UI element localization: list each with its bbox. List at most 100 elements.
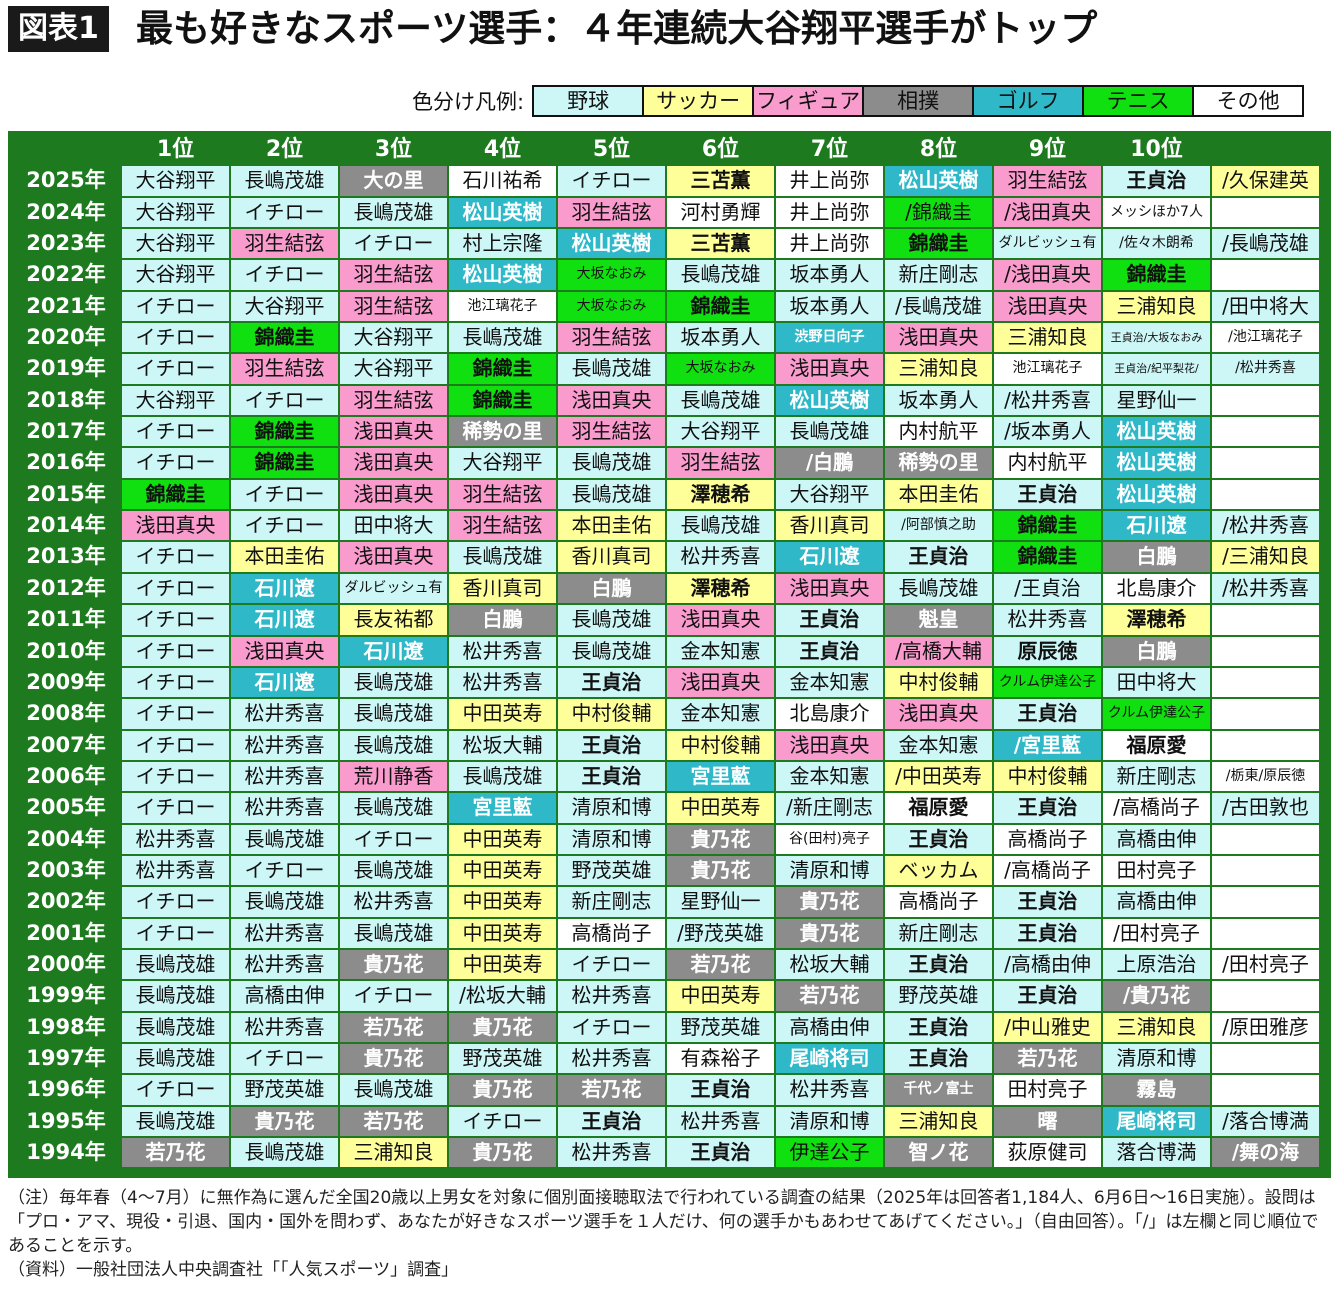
table-cell: 荒川静香 (340, 761, 447, 792)
table-cell: /松井秀喜 (1212, 573, 1319, 604)
column-header: 7位 (776, 135, 883, 165)
year-label: 1998年 (12, 1012, 120, 1042)
table-cell: /舞の海 (1212, 1138, 1319, 1168)
table-cell: 魁皇 (885, 605, 992, 635)
table-cell: イチロー (122, 605, 229, 635)
legend-item-baseball: 野球 (534, 87, 645, 115)
year-label: 2007年 (12, 730, 120, 760)
table-cell: 浅田真央 (558, 385, 665, 416)
table-cell: 坂本勇人 (667, 323, 774, 353)
table-cell: 中村俊輔 (885, 667, 992, 698)
table-cell: 錦織圭 (231, 448, 338, 478)
column-header: 6位 (667, 135, 774, 165)
table-cell: 清原和博 (776, 1106, 883, 1136)
table-cell: 三浦知良 (994, 323, 1101, 353)
table-cell (1212, 417, 1319, 447)
table-cell: イチロー (231, 385, 338, 416)
column-header: 3位 (340, 135, 447, 165)
table-cell: /松井秀喜 (1212, 354, 1319, 384)
table-cell: 大谷翔平 (122, 229, 229, 259)
table-cell: 野茂英雄 (885, 981, 992, 1011)
legend-item-figure: フィギュア (754, 87, 865, 115)
table-cell: 金本知憲 (667, 699, 774, 729)
table-cell: 内村航平 (994, 448, 1101, 478)
table-cell: 松井秀喜 (449, 636, 556, 666)
table-cell: 浅田真央 (667, 667, 774, 698)
table-cell: 坂本勇人 (885, 385, 992, 416)
table-cell: 長嶋茂雄 (340, 730, 447, 760)
table-cell: 長嶋茂雄 (667, 511, 774, 541)
table-cell: 松山英樹 (1103, 479, 1210, 510)
year-label: 2021年 (12, 291, 120, 322)
table-cell: 長嶋茂雄 (340, 855, 447, 886)
table-cell: 大谷翔平 (449, 448, 556, 478)
table-cell: 王貞治 (885, 949, 992, 980)
table-cell: 若乃花 (558, 1075, 665, 1105)
table-cell: 錦織圭 (1103, 260, 1210, 290)
table-cell: 浅田真央 (340, 417, 447, 447)
table-cell: 羽生結弦 (667, 448, 774, 478)
table-cell (1212, 855, 1319, 886)
table-cell: 羽生結弦 (340, 385, 447, 416)
table-cell: 新庄剛志 (885, 260, 992, 290)
table-cell: 浅田真央 (776, 354, 883, 384)
table-cell: 河村勇輝 (667, 197, 774, 228)
table-cell: 福原愛 (1103, 730, 1210, 760)
table-cell: 稀勢の里 (449, 417, 556, 447)
table-cell: 松井秀喜 (340, 887, 447, 917)
table-cell: 三浦知良 (340, 1138, 447, 1168)
table-cell: 長嶋茂雄 (558, 354, 665, 384)
year-label: 2020年 (12, 323, 120, 353)
table-cell: 長嶋茂雄 (231, 1138, 338, 1168)
table-cell: 大坂なおみ (558, 260, 665, 290)
table-cell: 松井秀喜 (667, 542, 774, 572)
table-cell: 貴乃花 (667, 855, 774, 886)
table-cell: 羽生結弦 (994, 166, 1101, 196)
table-cell: 三浦知良 (885, 1106, 992, 1136)
year-label: 2003年 (12, 855, 120, 886)
table-cell: 三浦知良 (1103, 1012, 1210, 1042)
table-cell: 松井秀喜 (122, 855, 229, 886)
table-cell: /池江璃花子 (1212, 323, 1319, 353)
table-cell: 長嶋茂雄 (122, 981, 229, 1011)
table-cell: 羽生結弦 (340, 291, 447, 322)
table-cell: 松井秀喜 (231, 761, 338, 792)
table-cell: 坂本勇人 (776, 291, 883, 322)
table-cell: 羽生結弦 (558, 417, 665, 447)
table-cell: 三浦知良 (885, 354, 992, 384)
footnote: （資料）一般社団法人中央調査社「「人気スポーツ」調査」 (8, 1260, 459, 1280)
table-cell: 若乃花 (122, 1138, 229, 1168)
table-cell: 高橋尚子 (994, 824, 1101, 854)
table-cell: 羽生結弦 (231, 229, 338, 259)
table-cell: イチロー (122, 417, 229, 447)
table-cell: 三苫薫 (667, 166, 774, 196)
table-cell: 三浦知良 (1103, 291, 1210, 322)
table-cell: 長嶋茂雄 (340, 197, 447, 228)
table-cell: 大谷翔平 (122, 385, 229, 416)
table-cell: 王貞治 (994, 981, 1101, 1011)
table-cell: 長嶋茂雄 (231, 824, 338, 854)
table-cell: 松井秀喜 (776, 1075, 883, 1105)
table-cell: 石川遼 (231, 667, 338, 698)
year-label: 1995年 (12, 1106, 120, 1136)
table-cell: クルム伊達公子 (994, 667, 1101, 698)
table-cell: 香川真司 (449, 573, 556, 604)
table-cell: /新庄剛志 (776, 793, 883, 823)
table-cell: 松山英樹 (776, 385, 883, 416)
table-cell: イチロー (122, 918, 229, 948)
table-cell: 王貞治 (885, 824, 992, 854)
table-cell: 王貞治 (558, 667, 665, 698)
table-cell: /長嶋茂雄 (885, 291, 992, 322)
table-cell (1212, 981, 1319, 1011)
table-cell: イチロー (449, 1106, 556, 1136)
table-cell: 松井秀喜 (231, 949, 338, 980)
table-cell: 王貞治 (667, 1138, 774, 1168)
legend-item-soccer: サッカー (644, 87, 755, 115)
year-label: 2002年 (12, 887, 120, 917)
table-cell: 錦織圭 (994, 542, 1101, 572)
table-cell: イチロー (231, 479, 338, 510)
table-cell: 池江璃花子 (994, 354, 1101, 384)
table-cell: 錦織圭 (122, 479, 229, 510)
table-cell: 浅田真央 (885, 699, 992, 729)
table-cell: 石川遼 (231, 605, 338, 635)
